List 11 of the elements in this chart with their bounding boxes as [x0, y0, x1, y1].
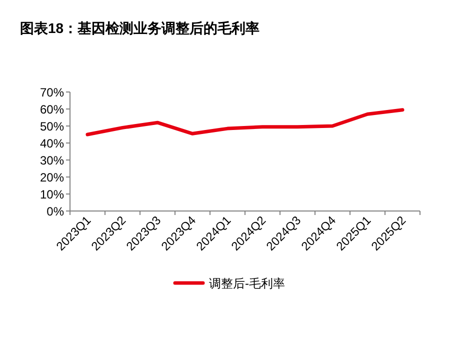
y-tick-label: 30%: [40, 154, 64, 168]
y-tick-label: 0%: [46, 204, 64, 218]
y-tick-label: 70%: [40, 86, 64, 100]
chart-title: 图表18：基因检测业务调整后的毛利率: [20, 20, 260, 36]
y-tick-label: 40%: [40, 136, 64, 150]
y-tick-label: 50%: [40, 120, 64, 134]
y-tick-label: 10%: [40, 188, 64, 202]
legend-label: 调整后-毛利率: [209, 276, 285, 290]
y-tick-label: 20%: [40, 170, 64, 184]
y-tick-label: 60%: [40, 102, 64, 116]
line-series: [86, 108, 404, 136]
